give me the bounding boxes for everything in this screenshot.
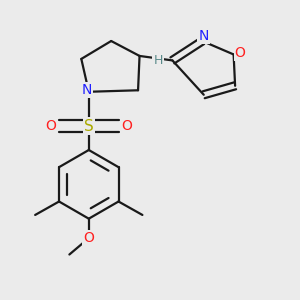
Text: O: O [122, 119, 132, 133]
Text: O: O [83, 231, 94, 245]
Text: S: S [84, 118, 94, 134]
Text: H: H [153, 54, 163, 67]
Text: N: N [81, 83, 92, 97]
Text: O: O [45, 119, 56, 133]
Text: N: N [198, 28, 208, 43]
Text: O: O [235, 46, 246, 60]
